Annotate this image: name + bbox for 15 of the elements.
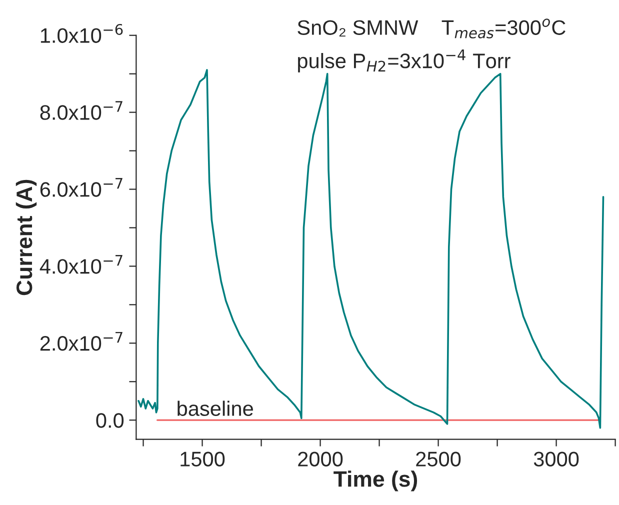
y-tick-label: 6.0x10$^{−7}$	[40, 178, 122, 197]
y-tick-label: 4.0x10$^{−7}$	[40, 255, 122, 274]
y-axis-title: Current (A)	[16, 180, 37, 296]
y-tick-label: 8.0x10$^{−7}$	[40, 101, 122, 120]
annotation: SnO₂ SMNW T$_{meas}$=300$^{o}$C	[298, 18, 566, 38]
x-tick-label: 2500	[416, 452, 461, 466]
annotation: pulse P$_{H2}$=3x10$^{−4}$ Torr	[298, 49, 510, 72]
x-tick-label: 3000	[534, 452, 579, 466]
x-tick-label: 1500	[180, 452, 225, 466]
y-tick-label: 2.0x10$^{−7}$	[40, 332, 122, 351]
x-tick-label: 2000	[298, 452, 343, 466]
y-tick-label: 0.0	[96, 413, 124, 428]
y-tick-label: 1.0x10$^{−6}$	[40, 24, 123, 43]
series-label: baseline	[178, 400, 253, 416]
x-axis-title: Time (s)	[334, 470, 418, 492]
